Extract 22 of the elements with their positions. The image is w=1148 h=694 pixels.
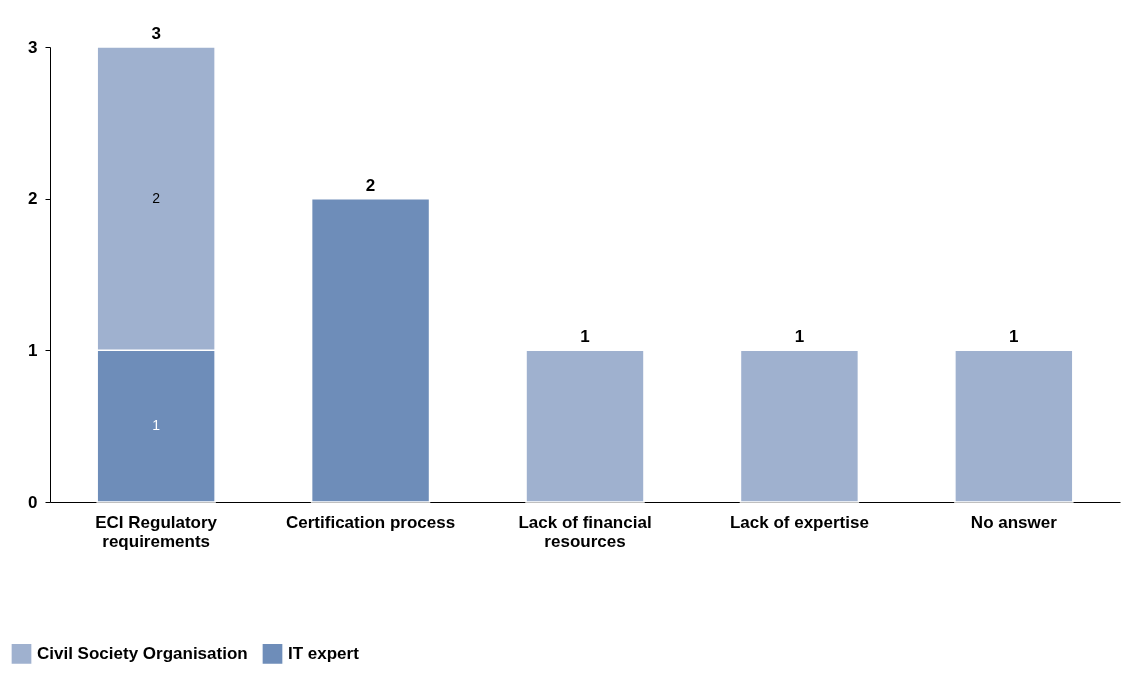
bar	[739, 349, 860, 503]
data-label: 1	[152, 417, 161, 434]
y-tick-label: 0	[28, 492, 38, 512]
legend-label: Civil Society Organisation	[37, 643, 248, 663]
x-tick-label: Lack of financial resources	[518, 512, 652, 551]
y-tick-label: 2	[28, 189, 38, 209]
total-label: 1	[1009, 327, 1019, 347]
bar	[525, 349, 645, 503]
bar	[954, 349, 1074, 503]
y-tick-label: 3	[28, 37, 38, 57]
bar	[310, 197, 431, 503]
data-label: 2	[152, 189, 161, 206]
y-tick-label: 1	[28, 340, 38, 360]
x-tick-label: ECI Regulatory requirements	[95, 512, 218, 551]
total-label: 1	[794, 327, 805, 347]
total-label: 3	[151, 24, 161, 43]
legend-label: IT expert	[288, 643, 360, 663]
x-tick-label: Certification process	[286, 512, 456, 532]
total-label: 1	[580, 327, 590, 347]
total-label: 2	[365, 175, 376, 195]
x-tick-label: No answer	[970, 512, 1058, 532]
x-tick-label: Lack of expertise	[729, 512, 869, 532]
